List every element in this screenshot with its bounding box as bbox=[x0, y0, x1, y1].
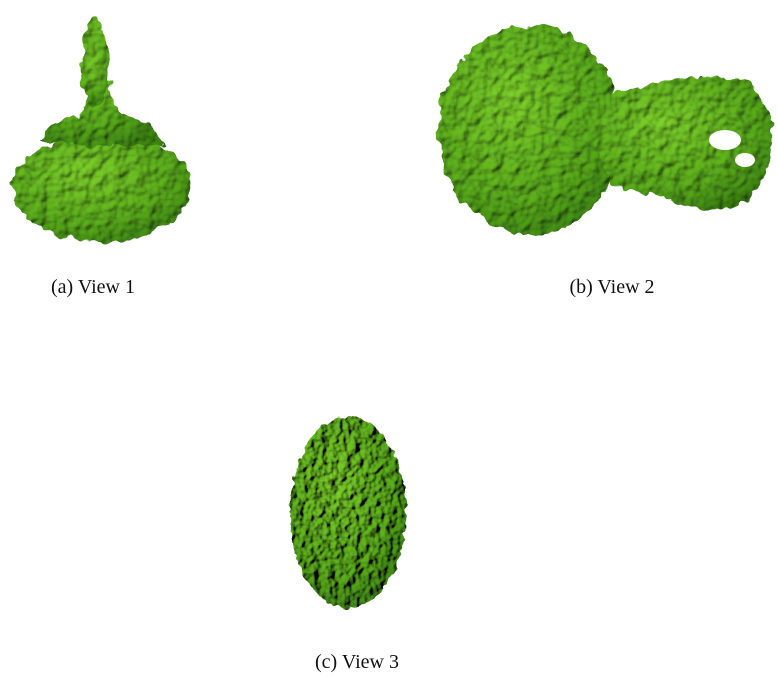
view-1-render bbox=[12, 15, 192, 242]
caption: (a) View 1 bbox=[51, 276, 135, 298]
view-2-render bbox=[438, 25, 773, 235]
caption: (b) View 2 bbox=[569, 276, 655, 298]
view-2-holes bbox=[709, 130, 755, 167]
view-3-render bbox=[290, 416, 406, 608]
caption: (c) View 3 bbox=[315, 651, 399, 673]
